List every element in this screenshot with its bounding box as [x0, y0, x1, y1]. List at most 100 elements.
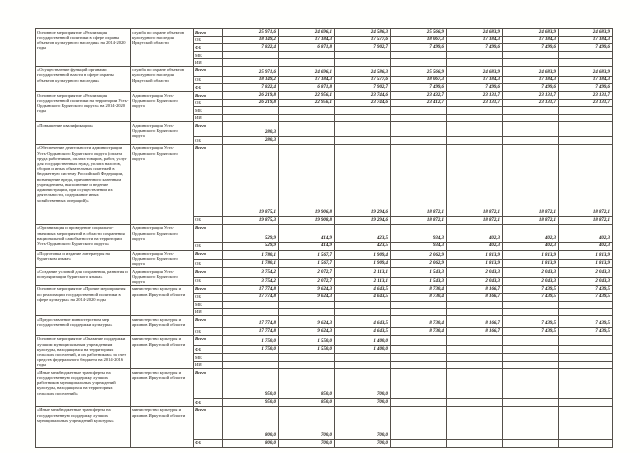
value-cell: 1 567,7: [278, 249, 335, 260]
value-cell: 18 872,1: [390, 215, 447, 225]
value-cell: 18 872,1: [390, 143, 447, 217]
budget-source-cell: Всего: [193, 315, 223, 329]
value-cell: [502, 51, 559, 60]
budget-source-cell: ОБ: [193, 259, 223, 269]
value-cell: 4 643,5: [334, 327, 391, 336]
budget-source-cell: Всего: [193, 223, 223, 243]
value-cell: 19 908,8: [278, 215, 335, 225]
value-cell: 529,9: [222, 223, 279, 243]
value-cell: 7 902,7: [334, 43, 391, 53]
value-cell: 17 184,3: [278, 75, 335, 85]
value-cell: [502, 345, 559, 355]
table-row: ОБ 1 780,1 1 567,7 1 909,4 2 062,9 1 813,9 1 8…: [36, 259, 613, 269]
table-row: ОБ 529,9 414,9 423,5 934,3 402,3 402,3 402,3: [36, 241, 613, 251]
value-cell: 23 744,6: [334, 98, 391, 108]
value-cell: [222, 353, 279, 362]
value-cell: 25 971,6: [222, 65, 279, 77]
budget-source-cell: ОБ: [193, 292, 223, 302]
executor-cell: Администрация Усть-Ордынского Бурятского…: [130, 249, 194, 269]
value-cell: [446, 405, 503, 440]
value-cell: [558, 58, 613, 67]
value-cell: 950,0: [222, 368, 279, 400]
value-cell: [390, 106, 447, 115]
table-row: «Подготовка и издание литературы на буря…: [35, 249, 613, 269]
program-name-cell: Основное мероприятие «Прочие мероприятия…: [35, 284, 131, 317]
value-cell: 7 499,6: [390, 43, 447, 53]
program-name-cell: Основное мероприятие «Оказание поддержки…: [35, 334, 131, 370]
value-cell: [390, 438, 447, 448]
value-cell: 4 643,5: [334, 292, 391, 302]
value-cell: [334, 300, 391, 309]
budget-source-cell: Всего: [193, 368, 223, 400]
value-cell: 280,3: [222, 136, 279, 145]
value-cell: 7 439,5: [502, 327, 559, 336]
value-cell: 402,3: [558, 241, 613, 251]
value-cell: 19 875,1: [222, 143, 279, 217]
value-cell: 19 906,8: [278, 143, 335, 217]
value-cell: 9 624,3: [278, 327, 335, 336]
budget-source-cell: ОБ: [193, 276, 223, 286]
value-cell: 7 499,6: [502, 83, 559, 93]
value-cell: [278, 136, 335, 145]
value-cell: 1 780,1: [222, 259, 279, 269]
value-cell: 25 971,6: [222, 28, 279, 37]
value-cell: 1 750,0: [222, 345, 279, 355]
executor-cell: Администрация Усть-Ордынского Бурятского…: [130, 121, 194, 145]
budget-source-cell: ОБ: [193, 136, 223, 145]
value-cell: 23 131,7: [446, 98, 503, 108]
value-cell: 7 902,7: [334, 83, 391, 93]
value-cell: 7 439,5: [502, 292, 559, 302]
value-cell: 18 872,1: [558, 143, 613, 217]
table-row: ИИ: [36, 307, 613, 317]
value-cell: 700,0: [278, 438, 335, 448]
value-cell: [446, 345, 503, 355]
program-name-cell: «Повышение квалификации»: [35, 121, 131, 145]
value-cell: [446, 58, 503, 67]
value-cell: 18 149,2: [222, 75, 279, 85]
value-cell: 18 872,1: [446, 215, 503, 225]
budget-source-cell: МБ: [193, 106, 223, 115]
program-name-cell: «Организация и проведение социально-знач…: [35, 223, 131, 251]
table-row: ИИ: [36, 113, 613, 123]
value-cell: 402,3: [502, 241, 559, 251]
value-cell: 17 774,8: [222, 292, 279, 302]
table-row: «Обеспечение деятельности администрации …: [35, 143, 613, 225]
value-cell: [390, 334, 447, 347]
table-row: «Иные межбюджетные трансферты на государ…: [35, 405, 613, 448]
program-name-cell: «Предоставление министерством мер госуда…: [35, 315, 131, 336]
value-cell: 23 412,7: [390, 98, 447, 108]
value-cell: [390, 121, 447, 138]
table-row: Основное мероприятие «Прочие мероприятия…: [35, 284, 613, 317]
table-row: «Предоставление министерством мер госуда…: [35, 315, 613, 336]
value-cell: [390, 113, 447, 123]
value-cell: 2 113,1: [334, 267, 391, 278]
budget-source-cell: МБ: [193, 353, 223, 362]
value-cell: [446, 106, 503, 115]
value-cell: [334, 136, 391, 145]
value-cell: 23 131,7: [558, 91, 613, 100]
value-cell: 8 166,7: [446, 315, 503, 329]
budget-source-cell: Всего: [193, 143, 223, 217]
value-cell: 1 813,9: [446, 259, 503, 269]
value-cell: 18 872,1: [502, 143, 559, 217]
value-cell: 24 683,9: [558, 28, 613, 37]
value-cell: [558, 353, 613, 362]
value-cell: [558, 307, 613, 317]
budget-source-cell: ИИ: [193, 58, 223, 67]
value-cell: 18 067,3: [390, 35, 447, 45]
value-cell: [278, 113, 335, 123]
value-cell: 8 166,7: [446, 284, 503, 294]
table-row: ФБ 1 750,0 1 550,0 1 400,0: [36, 345, 613, 355]
value-cell: [222, 51, 279, 60]
table-row: ИИ: [36, 58, 613, 67]
value-cell: 402,3: [446, 241, 503, 251]
budget-source-cell: Всего: [193, 121, 223, 138]
value-cell: 1 543,3: [390, 267, 447, 278]
table-row: «Иные межбюджетные трансферты на государ…: [35, 368, 613, 407]
value-cell: 23 432,7: [390, 91, 447, 100]
value-cell: 1 780,1: [222, 249, 279, 260]
budget-source-cell: ФБ: [193, 345, 223, 355]
value-cell: 1 543,3: [390, 276, 447, 286]
value-cell: 9 624,3: [278, 292, 335, 302]
value-cell: 26 219,8: [222, 91, 279, 100]
